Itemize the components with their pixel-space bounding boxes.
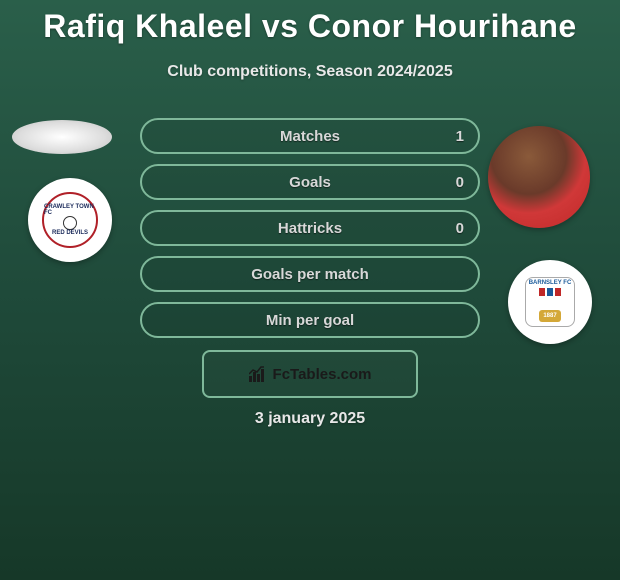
stat-value-right: 1 (456, 128, 464, 145)
club-right-year: 1887 (539, 310, 561, 322)
player-left-avatar (12, 120, 112, 154)
stat-label: Goals (289, 174, 331, 191)
club-left-name-top: CRAWLEY TOWN FC (44, 204, 96, 216)
attribution-badge: FcTables.com (202, 350, 418, 398)
soccer-ball-icon (63, 216, 77, 230)
stat-row-goals: Goals 0 (140, 164, 480, 200)
flags-icon (539, 288, 561, 296)
club-left-crest: CRAWLEY TOWN FC RED DEVILS (28, 178, 112, 262)
page-title: Rafiq Khaleel vs Conor Hourihane (0, 0, 620, 45)
stat-value-right: 0 (456, 174, 464, 191)
stats-block: Matches 1 Goals 0 Hattricks 0 Goals per … (140, 118, 480, 348)
stat-label: Goals per match (251, 266, 369, 283)
stat-value-right: 0 (456, 220, 464, 237)
stat-label: Matches (280, 128, 340, 145)
club-right-crest: BARNSLEY FC 1887 (508, 260, 592, 344)
club-left-name-bottom: RED DEVILS (52, 230, 88, 236)
attribution-text: FcTables.com (273, 366, 372, 383)
stat-label: Hattricks (278, 220, 342, 237)
date-text: 3 january 2025 (0, 410, 620, 428)
stat-row-goals-per-match: Goals per match (140, 256, 480, 292)
stat-label: Min per goal (266, 312, 354, 329)
bar-chart-icon (249, 366, 267, 382)
stat-row-hattricks: Hattricks 0 (140, 210, 480, 246)
stat-row-min-per-goal: Min per goal (140, 302, 480, 338)
stat-row-matches: Matches 1 (140, 118, 480, 154)
player-right-avatar (488, 126, 590, 228)
subtitle: Club competitions, Season 2024/2025 (0, 63, 620, 81)
club-right-name: BARNSLEY FC (529, 280, 572, 286)
